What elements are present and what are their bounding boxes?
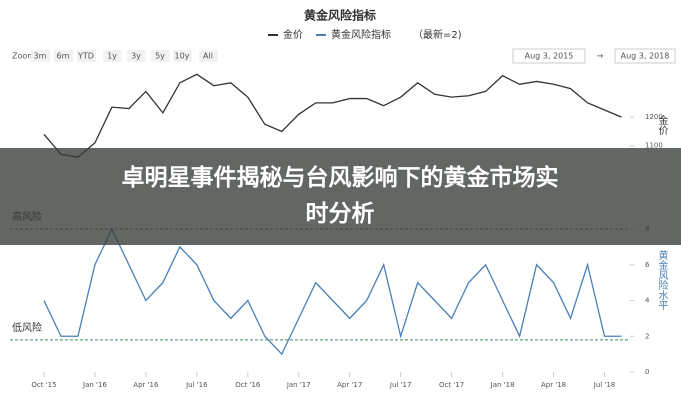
y-tick-label: 6 <box>645 261 650 269</box>
x-tick-label: Jan '17 <box>286 381 311 389</box>
zoom-button-label[interactable]: All <box>203 52 213 61</box>
x-tick-label: Oct '17 <box>439 381 464 389</box>
date-to[interactable]: Aug 3, 2018 <box>621 52 670 61</box>
y-tick-label: 2 <box>645 332 649 340</box>
zoom-button-label[interactable]: 1y <box>107 52 117 61</box>
x-tick-label: Jul '17 <box>389 381 412 389</box>
legend-note: （最新=2) <box>413 28 462 41</box>
y-tick-label: 0 <box>645 368 649 376</box>
date-arrow: → <box>597 52 604 61</box>
y-axis-label: 黄金风险水平 <box>656 249 668 311</box>
zoom-button[interactable] <box>199 50 218 62</box>
zoom-button-label[interactable]: 3m <box>34 52 47 61</box>
date-box[interactable] <box>614 48 676 64</box>
series-line <box>43 73 622 158</box>
y-tick-label: 4 <box>645 297 650 305</box>
y-tick-label: 1200 <box>645 113 663 121</box>
zoom-button[interactable] <box>103 50 122 62</box>
legend-label: 金价 <box>283 28 303 41</box>
zoom-button-label[interactable]: YTD <box>77 52 94 61</box>
x-tick-label: Jul '16 <box>185 381 208 389</box>
overlay-title: 卓明星事件揭秘与台风影响下的黄金市场实时分析 <box>121 165 559 227</box>
x-tick-label: Oct '15 <box>31 381 56 389</box>
legend-label: 黄金风险指标 <box>331 28 391 41</box>
y-tick-label: 1100 <box>645 142 663 150</box>
banner <box>0 148 681 245</box>
x-tick-label: Apr '17 <box>337 381 362 389</box>
y-axis-label: 金价 <box>656 114 668 135</box>
zoom-button[interactable] <box>77 50 96 62</box>
reference-label: 低风险 <box>12 321 42 334</box>
zoom-label: Zoom <box>12 52 35 61</box>
chart-title: 黄金风险指标 <box>304 8 376 23</box>
zoom-button-label[interactable]: 10y <box>175 52 190 61</box>
x-tick-label: Apr '18 <box>541 381 566 389</box>
zoom-button[interactable] <box>173 50 192 62</box>
date-from[interactable]: Aug 3, 2015 <box>525 52 574 61</box>
zoom-button[interactable] <box>54 50 73 62</box>
x-tick-label: Jul '18 <box>593 381 616 389</box>
x-tick-label: Oct '16 <box>235 381 261 389</box>
series-line <box>43 227 622 356</box>
x-tick-label: Jan '16 <box>82 381 107 389</box>
zoom-button-label[interactable]: 6m <box>57 52 70 61</box>
zoom-button-label[interactable]: 5y <box>155 52 165 61</box>
zoom-button-label[interactable]: 3y <box>131 52 141 61</box>
date-box[interactable] <box>512 48 586 64</box>
zoom-button[interactable] <box>31 50 50 62</box>
x-tick-label: Jan '18 <box>490 381 515 389</box>
zoom-button[interactable] <box>151 50 170 62</box>
zoom-button[interactable] <box>127 50 146 62</box>
x-tick-label: Apr '16 <box>133 381 159 389</box>
